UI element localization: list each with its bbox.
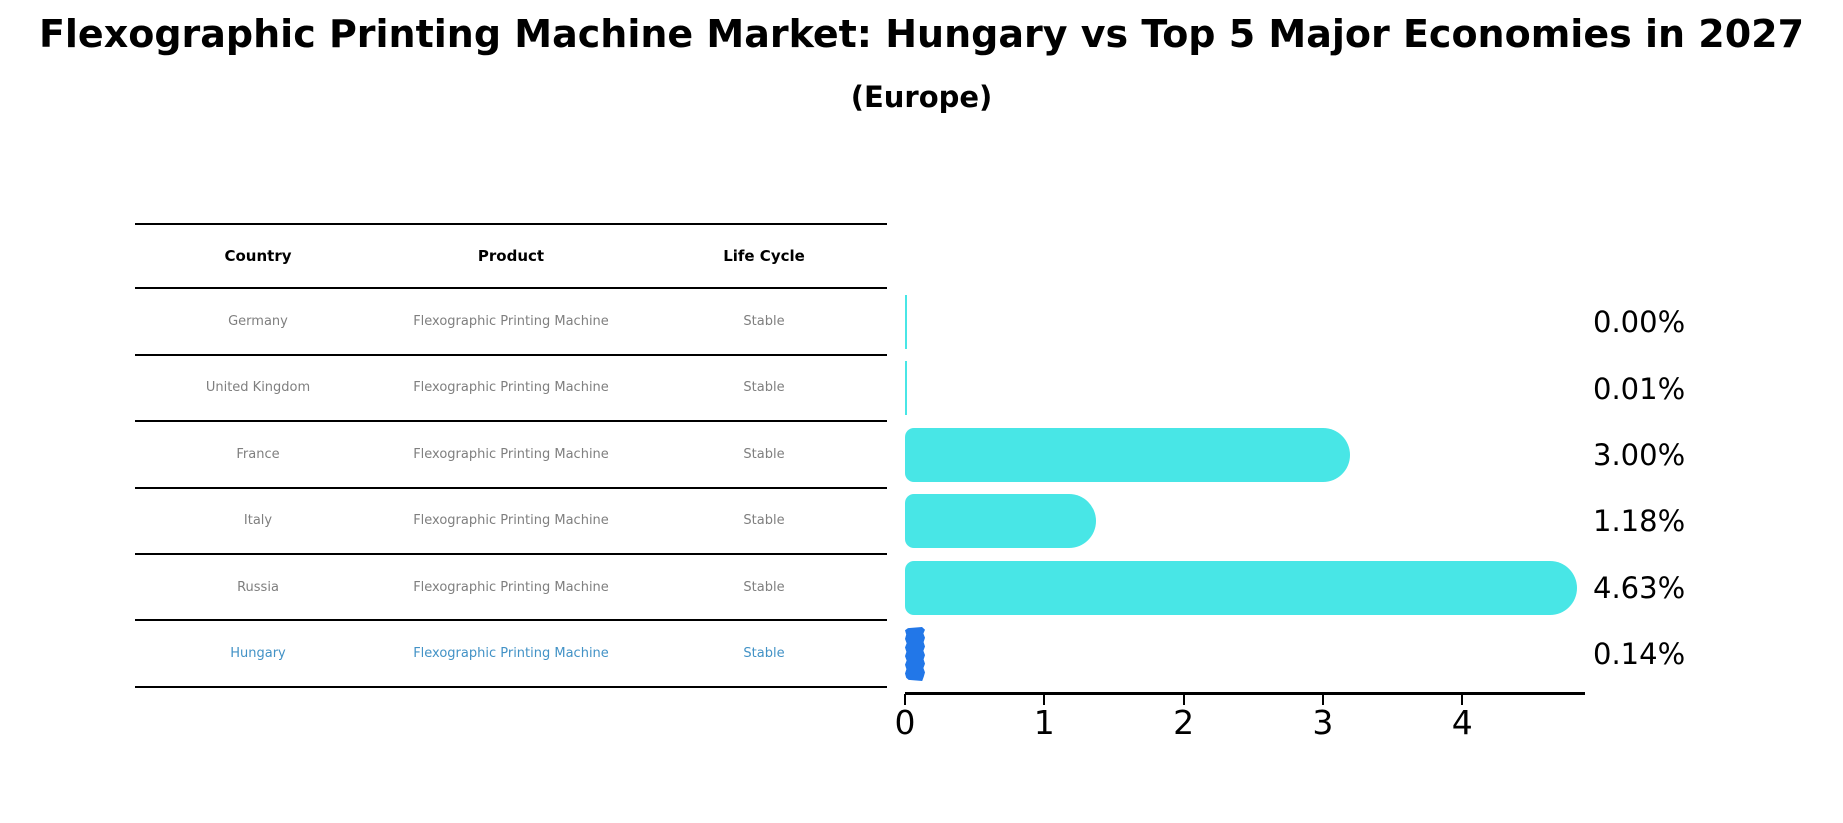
life-cycle-cell: Stable — [743, 646, 785, 662]
life-cycle-cell: Stable — [743, 513, 785, 529]
column-header-life-cycle: Life Cycle — [723, 247, 805, 266]
x-tick-4 — [1461, 694, 1464, 705]
bar-germany — [905, 295, 907, 349]
table-row-france: France Flexographic Printing Machine Stabl… — [135, 422, 887, 489]
bar-hungary — [905, 627, 925, 681]
comparison-table: Country Product Life Cycle Germany Flexog… — [135, 223, 887, 688]
country-cell: United Kingdom — [205, 380, 311, 396]
table-row-germany: Germany Flexographic Printing Machine Stab… — [135, 289, 887, 356]
country-cell: Hungary — [230, 646, 286, 662]
table-header-row: Country Product Life Cycle — [135, 223, 887, 290]
value-label-france: 3.00% — [1593, 437, 1686, 472]
country-cell: Russia — [237, 579, 279, 595]
x-tick-label-1: 1 — [1033, 703, 1055, 742]
x-axis-line — [905, 692, 1585, 695]
product-cell: Flexographic Printing Machine — [413, 579, 609, 595]
life-cycle-cell: Stable — [743, 579, 785, 595]
country-cell: Germany — [228, 314, 288, 330]
table-row-united-kingdom: United Kingdom Flexographic Printing Mach… — [135, 356, 887, 423]
bar-united-kingdom — [905, 361, 907, 416]
x-tick-label-0: 0 — [894, 703, 916, 742]
column-header-country: Country — [224, 247, 292, 266]
bar-france — [905, 427, 1350, 482]
x-tick-0 — [904, 694, 906, 705]
chart-subtitle: (Europe) — [850, 80, 993, 114]
x-tick-2 — [1182, 694, 1185, 705]
table-row-italy: Italy Flexographic Printing Machine Stable — [135, 489, 887, 555]
product-cell: Flexographic Printing Machine — [413, 646, 609, 662]
x-tick-label-4: 4 — [1451, 703, 1473, 742]
country-cell: France — [236, 446, 280, 462]
product-cell: Flexographic Printing Machine — [413, 314, 609, 330]
value-label-germany: 0.00% — [1593, 305, 1686, 340]
x-tick-3 — [1321, 694, 1324, 705]
bar-italy — [905, 494, 1096, 549]
country-cell: Italy — [243, 513, 273, 529]
product-cell: Flexographic Printing Machine — [413, 513, 609, 529]
life-cycle-cell: Stable — [743, 314, 785, 330]
chart-title: Flexographic Printing Machine Market: Hu… — [38, 12, 1805, 56]
bar-russia — [905, 560, 1577, 615]
table-row-hungary: Hungary Flexographic Printing Machine Stab… — [135, 621, 887, 688]
value-label-russia: 4.63% — [1593, 570, 1686, 605]
product-cell: Flexographic Printing Machine — [413, 446, 609, 462]
x-tick-label-3: 3 — [1312, 703, 1334, 742]
x-tick-label-2: 2 — [1173, 703, 1195, 742]
value-label-italy: 1.18% — [1593, 504, 1686, 539]
table-body: Germany Flexographic Printing Machine Stab… — [135, 289, 887, 688]
table-row-russia: Russia Flexographic Printing Machine Stabl… — [135, 555, 887, 622]
x-tick-1 — [1043, 694, 1046, 705]
product-cell: Flexographic Printing Machine — [413, 380, 609, 396]
value-label-hungary: 0.14% — [1593, 637, 1686, 672]
value-label-united-kingdom: 0.01% — [1593, 371, 1686, 406]
column-header-product: Product — [477, 247, 545, 266]
life-cycle-cell: Stable — [743, 446, 785, 462]
life-cycle-cell: Stable — [743, 380, 785, 396]
